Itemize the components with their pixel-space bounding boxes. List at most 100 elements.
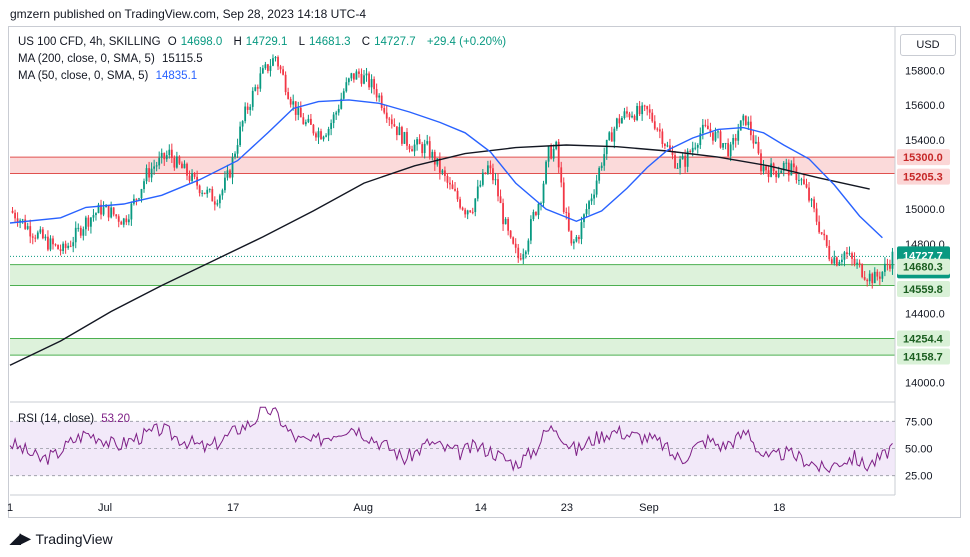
candle-body (421, 144, 424, 154)
candle-body (385, 112, 388, 119)
candle-body (102, 207, 105, 215)
open-value: O 14698.0 (167, 36, 223, 48)
currency-button[interactable]: USD (900, 34, 956, 56)
candle-body (122, 218, 125, 225)
candle-body (507, 218, 510, 231)
ma50-legend[interactable]: MA (50, close, 0, SMA, 5) 14835.1 (18, 70, 198, 82)
candle-body (626, 111, 628, 114)
candle-body (464, 209, 467, 215)
candle-body (787, 162, 790, 176)
candle-body (112, 207, 115, 215)
candle-body (873, 271, 876, 284)
candle-body (426, 141, 429, 144)
candle-body (595, 180, 598, 195)
candle-body (699, 133, 702, 145)
candle-body (127, 219, 130, 223)
candle-body (656, 128, 659, 130)
resistance-upper-label: 15300.0 (903, 152, 943, 164)
candle-body (853, 258, 856, 265)
candle-body (560, 167, 563, 183)
candle-body (380, 95, 383, 108)
high-value: H 14729.1 (233, 36, 288, 48)
candle-body (641, 105, 644, 115)
candle-body (762, 166, 765, 172)
candle-body (883, 263, 886, 272)
candle-body (537, 203, 540, 216)
candle-body (719, 131, 722, 148)
candle-body (29, 226, 32, 237)
candle-body (820, 232, 823, 234)
brand-name: TradingView (35, 530, 113, 547)
candle-body (441, 170, 444, 173)
candle-body (800, 179, 803, 181)
candle-body (307, 118, 310, 123)
candle-body (636, 105, 638, 120)
candle-body (218, 195, 221, 204)
symbol-legend: US 100 CFD, 4h, SKILLING O 14698.0 H 14729… (18, 36, 510, 48)
candle-body (269, 65, 272, 71)
candle-body (413, 144, 416, 152)
candle-body (145, 168, 148, 182)
candle-body (835, 257, 838, 266)
resistance-lower-label-bg (897, 168, 950, 185)
candle-body (241, 121, 244, 127)
candle-body (671, 151, 674, 156)
candle-body (519, 258, 522, 260)
candle-body (724, 143, 727, 145)
time-tick-label: Aug (353, 502, 373, 514)
candle-body (246, 106, 249, 110)
candle-body (466, 210, 469, 215)
candle-body (256, 87, 259, 89)
candle-body (729, 144, 732, 157)
candle-body (388, 118, 391, 120)
candle-body (62, 243, 64, 252)
candle-body (340, 98, 343, 109)
candle-body (352, 73, 355, 80)
candle-body (201, 192, 204, 194)
candle-body (44, 236, 47, 239)
candle-body (712, 132, 714, 141)
candle-body (658, 129, 661, 132)
candle-body (866, 279, 869, 282)
candle-body (780, 170, 783, 174)
candle-body (322, 136, 325, 140)
candle-body (297, 107, 300, 115)
candle-body (575, 236, 578, 242)
candle-body (580, 222, 583, 240)
candle-body (186, 163, 188, 176)
rsi-legend[interactable]: RSI (14, close) 53.20 (18, 413, 131, 425)
candle-body (851, 253, 853, 259)
candle-body (737, 130, 740, 141)
support1-lower-label-bg (897, 281, 950, 298)
ma200-value: 15115.5 (161, 53, 203, 65)
support-zone-1 (10, 264, 895, 286)
rsi-level-label: 75.00 (905, 416, 933, 428)
ma200-legend[interactable]: MA (200, close, 0, SMA, 5) 15115.5 (18, 53, 203, 65)
candle-body (21, 219, 24, 221)
candle-body (74, 227, 77, 243)
candle-body (739, 120, 742, 131)
candle-body (57, 244, 59, 250)
candle-body (734, 138, 737, 141)
candle-body (492, 168, 494, 181)
candle-body (315, 133, 317, 138)
candle-body (514, 243, 517, 248)
candle-body (375, 89, 378, 98)
candle-body (436, 158, 439, 165)
candle-body (456, 190, 459, 200)
candle-body (540, 203, 542, 205)
rsi-level-label: 25.00 (905, 471, 933, 483)
candle-body (777, 173, 780, 178)
candle-body (631, 115, 633, 118)
candle-body (82, 229, 85, 236)
candle-body (600, 165, 603, 168)
candle-body (489, 165, 492, 169)
candle-body (411, 149, 413, 152)
candle-body (165, 155, 168, 160)
time-tick-label: 23 (561, 502, 573, 514)
candle-body (790, 163, 793, 176)
candle-body (221, 190, 224, 196)
candle-body (16, 218, 19, 223)
candle-body (284, 74, 287, 93)
